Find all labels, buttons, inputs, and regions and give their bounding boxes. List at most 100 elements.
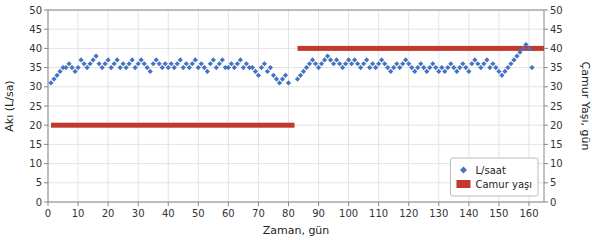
- tick-y: [44, 106, 48, 107]
- point: [81, 61, 86, 66]
- point: [57, 69, 62, 74]
- point: [139, 57, 144, 62]
- point: [460, 61, 465, 66]
- tick-label-x: 120: [399, 208, 418, 219]
- point: [454, 69, 459, 74]
- tick-label-y: 5: [36, 177, 42, 188]
- point: [127, 61, 132, 66]
- tick-y2: [544, 125, 548, 126]
- point: [319, 61, 324, 66]
- point: [361, 61, 366, 66]
- point: [84, 65, 89, 70]
- tick-label-y2: 5: [550, 177, 556, 188]
- tick-label-y2: 20: [550, 120, 563, 131]
- point: [133, 65, 138, 70]
- point: [511, 57, 516, 62]
- point: [274, 77, 279, 82]
- tick-y2: [544, 67, 548, 68]
- point: [322, 57, 327, 62]
- point: [496, 69, 501, 74]
- tick-y2: [544, 29, 548, 30]
- point: [205, 69, 210, 74]
- point: [145, 65, 150, 70]
- point: [523, 42, 528, 47]
- marks: [48, 42, 544, 128]
- legend-item: L/saat: [460, 165, 506, 176]
- point: [499, 73, 504, 78]
- point: [340, 65, 345, 70]
- point: [172, 65, 177, 70]
- point: [337, 61, 342, 66]
- point: [436, 69, 441, 74]
- tick-x: [168, 202, 169, 206]
- tick-label-y2: 0: [550, 197, 556, 208]
- point: [262, 61, 267, 66]
- point: [457, 65, 462, 70]
- tick-x: [528, 202, 529, 206]
- point: [160, 65, 165, 70]
- tick-y: [44, 10, 48, 11]
- point: [109, 65, 114, 70]
- tick-label-x: 110: [369, 208, 388, 219]
- point: [214, 65, 219, 70]
- point: [424, 69, 429, 74]
- tick-label-y: 0: [36, 197, 42, 208]
- point: [301, 69, 306, 74]
- point: [78, 57, 83, 62]
- tick-y: [44, 48, 48, 49]
- tick-x: [498, 202, 499, 206]
- tick-label-x: 90: [312, 208, 325, 219]
- point: [412, 69, 417, 74]
- tick-label-y2: 30: [550, 81, 563, 92]
- point: [163, 61, 168, 66]
- point: [448, 61, 453, 66]
- point: [430, 61, 435, 66]
- point: [280, 77, 285, 82]
- point: [373, 65, 378, 70]
- tick-label-y: 25: [29, 101, 42, 112]
- point: [259, 65, 264, 70]
- point: [106, 57, 111, 62]
- grid-line-y: [48, 106, 544, 107]
- tick-x: [468, 202, 469, 206]
- point: [328, 57, 333, 62]
- point: [481, 61, 486, 66]
- point: [421, 65, 426, 70]
- point: [115, 57, 120, 62]
- tick-label-x: 150: [489, 208, 508, 219]
- tick-x: [138, 202, 139, 206]
- point: [394, 61, 399, 66]
- tick-label-x: 70: [252, 208, 265, 219]
- point: [196, 65, 201, 70]
- tick-label-y2: 40: [550, 43, 563, 54]
- tick-y: [44, 125, 48, 126]
- point: [403, 57, 408, 62]
- tick-label-y: 40: [29, 43, 42, 54]
- tick-label-x: 100: [339, 208, 358, 219]
- point: [63, 65, 68, 70]
- point: [151, 61, 156, 66]
- grid-line-y: [48, 29, 544, 30]
- legend-box: [450, 158, 538, 196]
- point: [103, 61, 108, 66]
- point: [442, 69, 447, 74]
- axis-labels: Zaman, günAkı (L/sa)Çamur Yaşı, gün: [3, 62, 592, 237]
- tick-label-x: 130: [429, 208, 448, 219]
- point: [367, 65, 372, 70]
- point: [355, 61, 360, 66]
- point: [193, 57, 198, 62]
- legend-swatch: [460, 167, 467, 174]
- tick-label-x: 50: [192, 208, 205, 219]
- point: [124, 65, 129, 70]
- tick-x: [438, 202, 439, 206]
- tick-x: [48, 202, 49, 206]
- point: [502, 69, 507, 74]
- tick-label-x: 60: [222, 208, 235, 219]
- x-axis-label: Zaman, gün: [263, 224, 330, 237]
- tick-label-y: 15: [29, 139, 42, 150]
- grid: [48, 10, 544, 202]
- point: [100, 65, 105, 70]
- point: [427, 65, 432, 70]
- tick-y: [44, 29, 48, 30]
- tick-x: [258, 202, 259, 206]
